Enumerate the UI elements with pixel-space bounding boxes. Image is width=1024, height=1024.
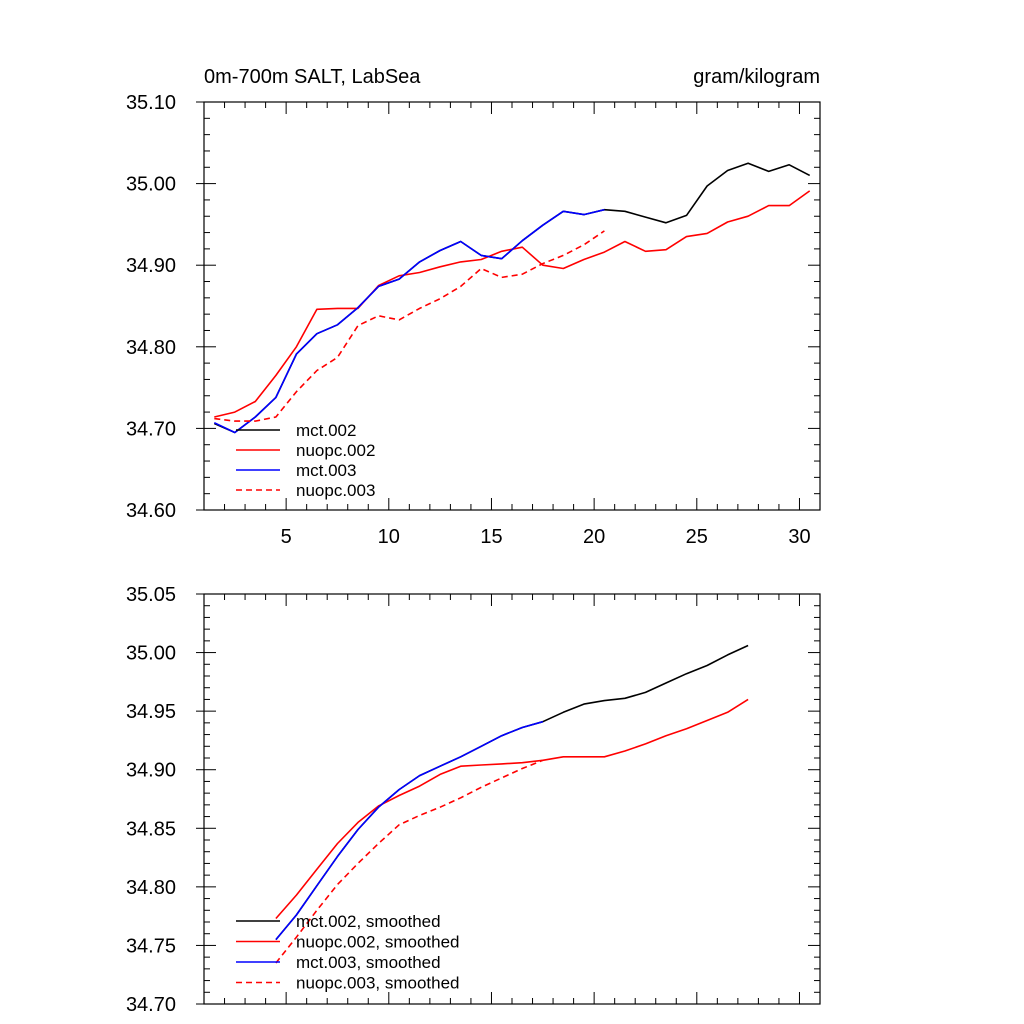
bottom-series-nuopc-003-smoothed	[275, 759, 544, 964]
bottom-legend: mct.002, smoothed nuopc.002, smoothedmct.…	[236, 912, 460, 993]
bottom-y-tick-label: 34.95	[126, 701, 176, 723]
top-x-tick-label: 25	[686, 526, 708, 548]
top-x-tick-label: 20	[583, 526, 605, 548]
bottom-legend-label: nuopc.003, smoothed	[296, 974, 460, 993]
bottom-tick-labels: 34.70 34.75 34.80 34.85 34.90 34.95 35.00 35.05	[126, 584, 176, 1016]
top-panel: 0m-700m SALT, LabSea gram/kilogram 5 10 15…	[126, 66, 821, 548]
top-series-mct-002	[213, 162, 811, 434]
top-x-tick-label: 15	[480, 526, 502, 548]
top-series-nuopc-002	[214, 190, 811, 418]
top-chart-units: gram/kilogram	[693, 66, 820, 88]
top-legend-label: mct.002	[296, 421, 356, 440]
bottom-y-tick-label: 34.75	[126, 935, 176, 957]
bottom-ticks	[196, 593, 821, 1005]
top-x-tick-label: 5	[281, 526, 292, 548]
top-ticks	[196, 101, 821, 511]
bottom-series-mct-003-smoothed	[275, 720, 544, 941]
top-legend-label: nuopc.003	[296, 481, 375, 500]
top-y-tick-label: 35.10	[126, 92, 176, 114]
top-y-tick-label: 34.60	[126, 500, 176, 522]
top-series-mct-003	[213, 208, 605, 434]
bottom-y-tick-label: 34.70	[126, 994, 176, 1016]
top-y-tick-label: 34.90	[126, 255, 176, 277]
top-series-lines	[213, 162, 811, 434]
top-legend-label: nuopc.002	[296, 441, 375, 460]
top-chart-title: 0m-700m SALT, LabSea	[204, 66, 421, 88]
bottom-y-tick-label: 35.00	[126, 643, 176, 665]
top-x-tick-label: 30	[788, 526, 810, 548]
bottom-y-tick-label: 34.85	[126, 818, 176, 840]
top-y-tick-label: 34.70	[126, 418, 176, 440]
bottom-panel: 34.70 34.75 34.80 34.85 34.90 34.95 35.00 35.05…	[126, 584, 821, 1016]
top-x-tick-label: 10	[378, 526, 400, 548]
bottom-series-mct-002-smoothed	[275, 644, 749, 941]
top-tick-labels: 5 10 15 20 25 30 34.60 34.70 34.80 34.90 35.00 35.1…	[126, 92, 811, 548]
bottom-series-lines	[275, 644, 749, 964]
bottom-y-tick-label: 34.90	[126, 760, 176, 782]
bottom-y-tick-label: 34.80	[126, 877, 176, 899]
top-series-nuopc-003	[214, 230, 605, 422]
bottom-y-tick-label: 35.05	[126, 584, 176, 606]
bottom-legend-label: mct.002, smoothed	[296, 912, 441, 931]
top-y-tick-label: 34.80	[126, 337, 176, 359]
bottom-legend-label: mct.003, smoothed	[296, 953, 441, 972]
bottom-legend-label: nuopc.002, smoothed	[296, 933, 460, 952]
bottom-series-nuopc-002-smoothed	[275, 698, 749, 920]
top-legend-label: mct.003	[296, 461, 356, 480]
top-y-tick-label: 35.00	[126, 174, 176, 196]
